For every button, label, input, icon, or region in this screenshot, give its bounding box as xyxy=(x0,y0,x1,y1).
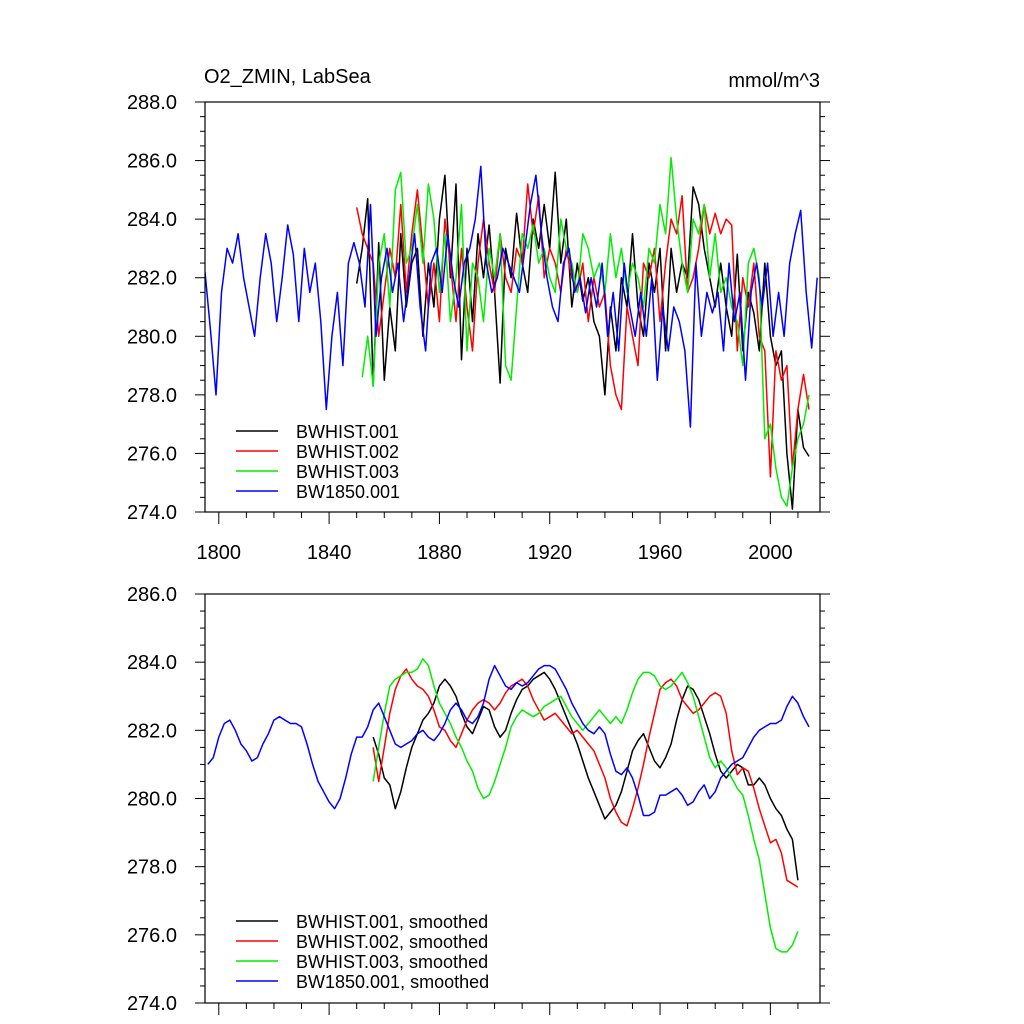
top-y-tick-label: 288.0 xyxy=(127,92,177,114)
top-x-tick-label: 1840 xyxy=(307,542,352,564)
bottom-plot-area xyxy=(207,658,810,953)
series-line-bwhist-001-smoothed xyxy=(372,671,799,881)
bottom-y-tick-label: 284.0 xyxy=(127,652,177,674)
series-line-bwhist-002-smoothed xyxy=(372,668,799,888)
top-y-tick-label: 282.0 xyxy=(127,268,177,290)
legend-label-bwhist-003-smoothed: BWHIST.003, smoothed xyxy=(296,952,488,972)
legend-label-bwhist-001-smoothed: BWHIST.001, smoothed xyxy=(296,912,488,932)
bottom-y-tick-label: 280.0 xyxy=(127,789,177,811)
top-y-tick-label: 278.0 xyxy=(127,385,177,407)
bottom-axis-ticks xyxy=(195,593,830,1015)
series-line-bwhist-003-smoothed xyxy=(372,658,799,953)
bottom-plot-frame xyxy=(204,593,821,1004)
legend-label-bwhist-002: BWHIST.002 xyxy=(296,442,399,462)
top-x-tick-label: 2000 xyxy=(748,542,793,564)
series-line-bw1850-001 xyxy=(205,165,818,428)
top-chart-title: O2_ZMIN, LabSea xyxy=(204,66,372,88)
top-x-tick-label: 1880 xyxy=(417,542,462,564)
top-y-tick-labels: 274.0 276.0 278.0 280.0 282.0 284.0 286.0 288.0 xyxy=(127,92,177,524)
bottom-panel: 274.0 276.0 278.0 280.0 282.0 284.0 286.0 BWHI… xyxy=(127,584,830,1015)
legend-label-bwhist-003: BWHIST.003 xyxy=(296,462,399,482)
top-x-tick-label: 1960 xyxy=(638,542,683,564)
top-y-tick-label: 286.0 xyxy=(127,151,177,173)
legend-label-bw1850-001: BW1850.001 xyxy=(296,482,400,502)
top-x-tick-label: 1800 xyxy=(197,542,242,564)
bottom-y-tick-label: 278.0 xyxy=(127,857,177,879)
bottom-y-tick-labels: 274.0 276.0 278.0 280.0 282.0 284.0 286.0 xyxy=(127,584,177,1015)
top-y-tick-label: 284.0 xyxy=(127,209,177,231)
top-y-tick-label: 276.0 xyxy=(127,443,177,465)
series-line-bwhist-002 xyxy=(355,183,810,478)
top-x-tick-label: 1920 xyxy=(527,542,572,564)
series-line-bw1850-001-smoothed xyxy=(207,664,810,817)
top-legend: BWHIST.001 BWHIST.002 BWHIST.003 BW1850.… xyxy=(236,422,400,502)
bottom-y-tick-label: 276.0 xyxy=(127,925,177,947)
top-x-tick-labels: 1800 1840 1880 1920 1960 2000 xyxy=(197,542,793,564)
top-plot-frame xyxy=(204,101,821,513)
bottom-y-tick-label: 286.0 xyxy=(127,584,177,606)
bottom-y-tick-label: 282.0 xyxy=(127,720,177,742)
legend-label-bw1850-001-smoothed: BW1850.001, smoothed xyxy=(296,972,489,992)
bottom-y-tick-label: 274.0 xyxy=(127,993,177,1015)
legend-label-bwhist-002-smoothed: BWHIST.002, smoothed xyxy=(296,932,488,952)
top-panel: O2_ZMIN, LabSea mmol/m^3 1800 1840 1880 192… xyxy=(127,66,830,564)
top-y-tick-label: 280.0 xyxy=(127,326,177,348)
top-axis-ticks xyxy=(195,101,830,524)
bottom-legend: BWHIST.001, smoothed BWHIST.002, smoothe… xyxy=(236,912,489,992)
top-plot-area xyxy=(205,156,818,510)
legend-label-bwhist-001: BWHIST.001 xyxy=(296,422,399,442)
top-chart-units: mmol/m^3 xyxy=(728,70,820,92)
top-y-tick-label: 274.0 xyxy=(127,502,177,524)
